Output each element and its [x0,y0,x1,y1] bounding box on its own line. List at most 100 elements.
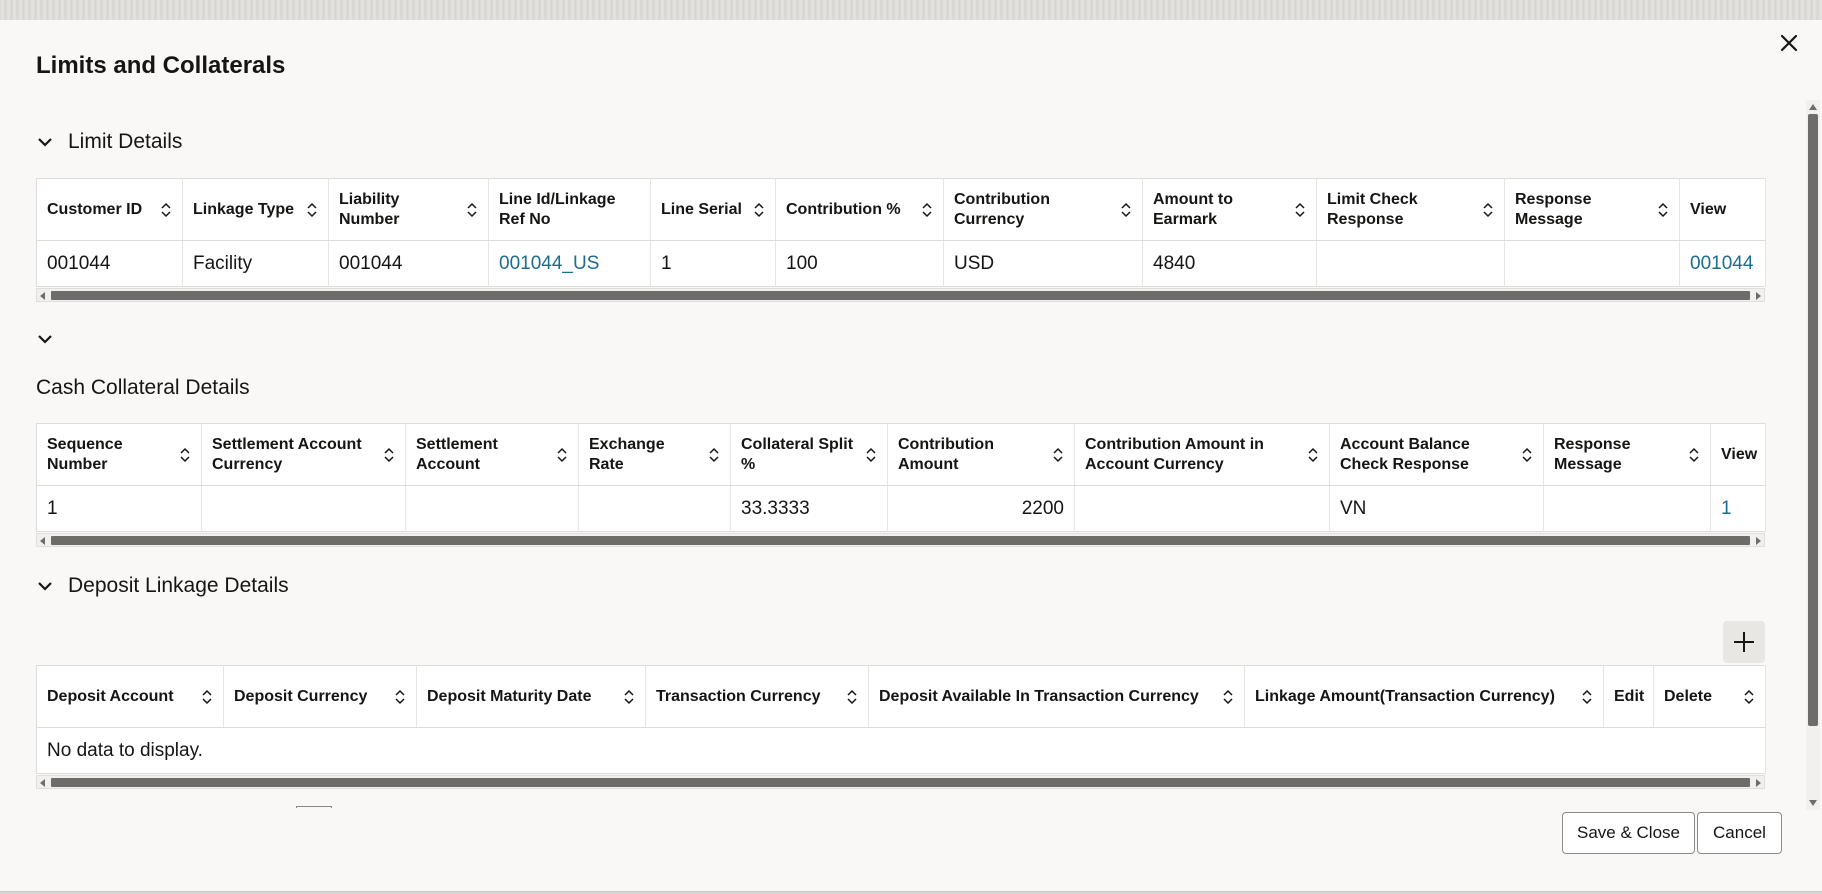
column-header-exchange-rate[interactable]: Exchange Rate [578,423,731,486]
cell-line-serial: 1 [650,240,776,287]
table-header-row: Customer ID Linkage Type Liability Numbe… [36,178,1766,241]
column-header-customer-id[interactable]: Customer ID [36,178,183,241]
limit-details-horizontal-scrollbar[interactable] [36,288,1765,302]
table-header-row: Sequence Number Settlement Account Curre… [36,423,1766,486]
deposit-linkage-horizontal-scrollbar[interactable] [36,775,1765,789]
column-header-limit-check-response[interactable]: Limit Check Response [1316,178,1505,241]
column-header-settlement-account-currency[interactable]: Settlement Account Currency [201,423,406,486]
column-header-deposit-available[interactable]: Deposit Available In Transaction Currenc… [868,665,1245,728]
column-header-deposit-account[interactable]: Deposit Account [36,665,224,728]
cell-response-message [1543,485,1711,532]
deposit-linkage-label: Deposit Linkage Details [68,574,289,597]
view-link[interactable]: 1 [1710,485,1766,532]
column-header-contribution-amount[interactable]: Contribution Amount [887,423,1075,486]
sort-icon [467,202,477,217]
sort-icon [395,689,405,704]
column-header-linkage-amount[interactable]: Linkage Amount(Transaction Currency) [1244,665,1604,728]
no-data-message: No data to display. [36,727,1766,774]
background-strip [0,0,1822,20]
limit-details-toggle[interactable]: Limit Details [36,130,182,154]
column-header-view: View [1679,178,1766,241]
view-link[interactable]: 001044 [1679,240,1766,287]
cell-limit-check-response [1316,240,1505,287]
table-header-row: Deposit Account Deposit Currency Deposit… [36,665,1766,728]
cash-collateral-horizontal-scrollbar[interactable] [36,533,1765,547]
sort-icon [1295,202,1305,217]
cell-response-message [1504,240,1680,287]
deposit-linkage-toggle[interactable]: Deposit Linkage Details [36,574,289,598]
column-header-line-id[interactable]: Line Id/Linkage Ref No [488,178,651,241]
cell-settlement-account-currency [201,485,406,532]
add-deposit-button[interactable] [1723,621,1765,663]
sort-icon [754,202,764,217]
limit-details-label: Limit Details [68,130,183,153]
sort-icon [1483,202,1493,217]
sort-icon [161,202,171,217]
sort-icon [709,447,719,462]
close-icon [1780,34,1798,52]
column-header-amount-to-earmark[interactable]: Amount to Earmark [1142,178,1317,241]
cell-linkage-type: Facility [182,240,329,287]
sort-icon [1658,202,1668,217]
sort-icon [202,689,212,704]
sort-icon [847,689,857,704]
close-button[interactable] [1774,28,1804,58]
section-toggle[interactable] [36,330,54,348]
line-id-link[interactable]: 001044_US [488,240,651,287]
column-header-account-balance-check[interactable]: Account Balance Check Response [1329,423,1544,486]
sort-icon [922,202,932,217]
sort-icon [384,447,394,462]
save-close-button[interactable]: Save & Close [1562,812,1695,854]
cash-collateral-label: Cash Collateral Details [36,376,250,399]
cell-account-balance-check: VN [1329,485,1544,532]
column-header-delete[interactable]: Delete [1653,665,1766,728]
column-header-collateral-split[interactable]: Collateral Split % [730,423,888,486]
dialog-title: Limits and Collaterals [36,52,286,79]
cell-contribution-amount-account-currency [1074,485,1330,532]
sort-icon [624,689,634,704]
column-header-sequence-number[interactable]: Sequence Number [36,423,202,486]
chevron-down-icon [38,582,52,591]
column-header-contribution-currency[interactable]: Contribution Currency [943,178,1143,241]
column-header-contribution-amount-account-currency[interactable]: Contribution Amount in Account Currency [1074,423,1330,486]
cell-contribution-amount: 2200 [887,485,1075,532]
sort-icon [1308,447,1318,462]
sort-icon [307,202,317,217]
column-header-linkage-type[interactable]: Linkage Type [182,178,329,241]
column-header-response-message[interactable]: Response Message [1543,423,1711,486]
column-header-deposit-currency[interactable]: Deposit Currency [223,665,417,728]
column-header-liability-number[interactable]: Liability Number [328,178,489,241]
cell-collateral-split: 33.3333 [730,485,888,532]
sort-icon [1121,202,1131,217]
column-header-settlement-account[interactable]: Settlement Account [405,423,579,486]
sort-icon [1223,689,1233,704]
cell-sequence-number: 1 [36,485,202,532]
column-header-view: View [1710,423,1766,486]
cash-collateral-table: Sequence Number Settlement Account Curre… [36,423,1766,532]
column-header-response-message[interactable]: Response Message [1504,178,1680,241]
cell-exchange-rate [578,485,731,532]
sort-icon [1582,689,1592,704]
sort-icon [1053,447,1063,462]
table-row: 001044 Facility 001044 001044_US 1 100 U… [36,240,1766,287]
limits-collaterals-dialog: Limits and Collaterals Limit Details Cus… [0,20,1822,892]
cell-contribution-currency: USD [943,240,1143,287]
cancel-button[interactable]: Cancel [1697,812,1782,854]
cell-settlement-account [405,485,579,532]
column-header-transaction-currency[interactable]: Transaction Currency [645,665,869,728]
sort-icon [180,447,190,462]
limit-details-table: Customer ID Linkage Type Liability Numbe… [36,178,1766,287]
column-header-line-serial[interactable]: Line Serial [650,178,776,241]
deposit-linkage-table: Deposit Account Deposit Currency Deposit… [36,665,1766,774]
sort-icon [557,447,567,462]
plus-icon [1734,632,1754,652]
sort-icon [1522,447,1532,462]
sort-icon [866,447,876,462]
chevron-down-icon [38,138,52,147]
column-header-contribution-pct[interactable]: Contribution % [775,178,944,241]
sort-icon [1744,689,1754,704]
chevron-down-icon [38,335,52,344]
vertical-scrollbar[interactable] [1806,100,1820,810]
column-header-deposit-maturity-date[interactable]: Deposit Maturity Date [416,665,646,728]
sort-icon [1689,447,1699,462]
